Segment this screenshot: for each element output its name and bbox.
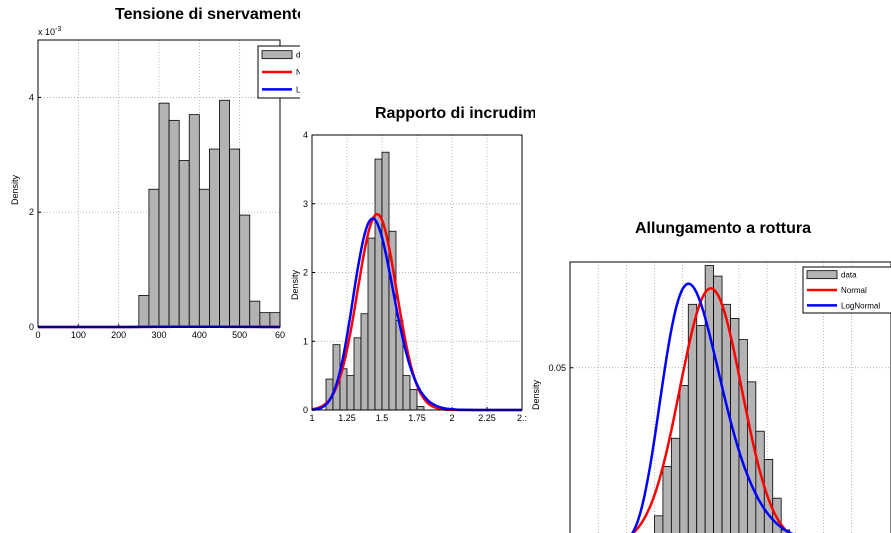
plot-area: 11.251.51.7522.252.:01234dataNormalLogNo… [303,130,527,423]
y-tick-label: 4 [29,92,34,102]
x-tick-label: 1.25 [338,413,356,423]
histogram-bar [367,237,376,411]
x-tick-label: 400 [192,330,207,340]
chart-rapporto-di-incrudimento: Rapporto di incrudimento Density 1 1.25 1.… [290,100,535,430]
legend-swatch-data [261,50,293,60]
y-tick-label: 3 [303,199,308,209]
histogram-bar [746,381,757,533]
histogram-bar [259,312,271,328]
histogram-bar [158,102,170,328]
histogram-bar [138,295,150,328]
axes-frame [569,261,891,533]
legend-label: data [841,271,857,280]
x-tick-label: 0 [35,330,40,340]
x-tick-label: 60 [275,330,285,340]
histogram-bar [229,148,241,328]
histogram-bar [416,406,425,411]
x-tick-label: 300 [151,330,166,340]
y-tick-label: 2 [29,207,34,217]
histogram-bar [402,375,411,411]
histogram-bar [178,160,190,328]
histogram-bar [381,151,390,411]
legend-label: LogNormal [841,301,880,310]
curve-normal [631,287,791,533]
y-exponent-base: x 10 [38,27,56,37]
chart-tensione-di-snervamento: Tensione di snervamento x 10-3 Density 0… [0,0,300,350]
y-exponent-label: x 10-3 [38,26,61,37]
histogram-bar [704,265,715,533]
chart-title: Tensione di snervamento [115,6,300,23]
y-tick-label: 2 [303,268,308,278]
histogram-bar [239,214,251,328]
legend-label: Normal [296,68,300,77]
histogram-bar [249,300,261,328]
histogram-bar [409,388,418,411]
legend-label: Normal [841,286,867,295]
y-tick-label: 0.05 [548,363,566,373]
legend-label: LogNormal [296,85,300,94]
x-tick-label: 2 [449,413,454,423]
histogram-bar [662,466,672,533]
histogram-bar [188,114,200,328]
axes-frame [37,39,281,328]
y-axis-label: Density [531,379,541,410]
histogram-bar [360,313,369,411]
histogram-bar [670,437,681,533]
x-tick-label: 1.75 [408,413,426,423]
x-tick-label: 1 [309,413,314,423]
histogram-bar [346,375,355,411]
x-tick-label: 500 [232,330,247,340]
plot-area: 010020030040050060024dataNormalLogNormal [29,39,300,340]
histogram-bar [353,337,362,411]
y-tick-label: 0 [303,405,308,415]
histogram-bar [738,339,748,533]
y-tick-label: 1 [303,336,308,346]
histogram-bar [269,312,281,328]
y-tick-label: 0 [29,322,34,332]
histogram-bar [198,188,210,328]
chart-title: Allungamento a rottura [635,220,812,237]
x-tick-label: 2.25 [478,413,496,423]
y-exponent-power: -3 [55,26,62,33]
chart-title: Rapporto di incrudimento [375,105,535,122]
histogram-bar [374,158,383,411]
histogram-bar [713,275,723,533]
legend: data Normal LogNormal [802,266,891,314]
axes-frame [311,134,523,411]
legend-swatch-data [806,270,838,280]
histogram-bar [679,384,689,533]
y-axis-label: Density [10,174,20,205]
plot-area: 161116212631364146515600.05dataNormalLog… [548,261,891,533]
histogram-bar [219,99,230,328]
x-tick-label: 200 [111,330,126,340]
legend-label: data [296,51,300,60]
legend: data Normal LogNormal [257,45,300,99]
x-tick-label: 100 [71,330,86,340]
x-tick-label: 1.5 [376,413,389,423]
histogram-bar [168,119,180,328]
histogram-bar [696,325,706,533]
histogram-bar [148,188,160,328]
x-tick-label: 2.: [517,413,527,423]
chart-allungamento-a-rottura: Allungamento a rottura Density 161116212… [525,215,891,533]
y-axis-label: Density [290,269,300,300]
histogram-bar [654,515,664,533]
y-tick-label: 4 [303,130,308,140]
curve-lognormal [631,282,794,533]
histogram-bar [209,148,220,328]
